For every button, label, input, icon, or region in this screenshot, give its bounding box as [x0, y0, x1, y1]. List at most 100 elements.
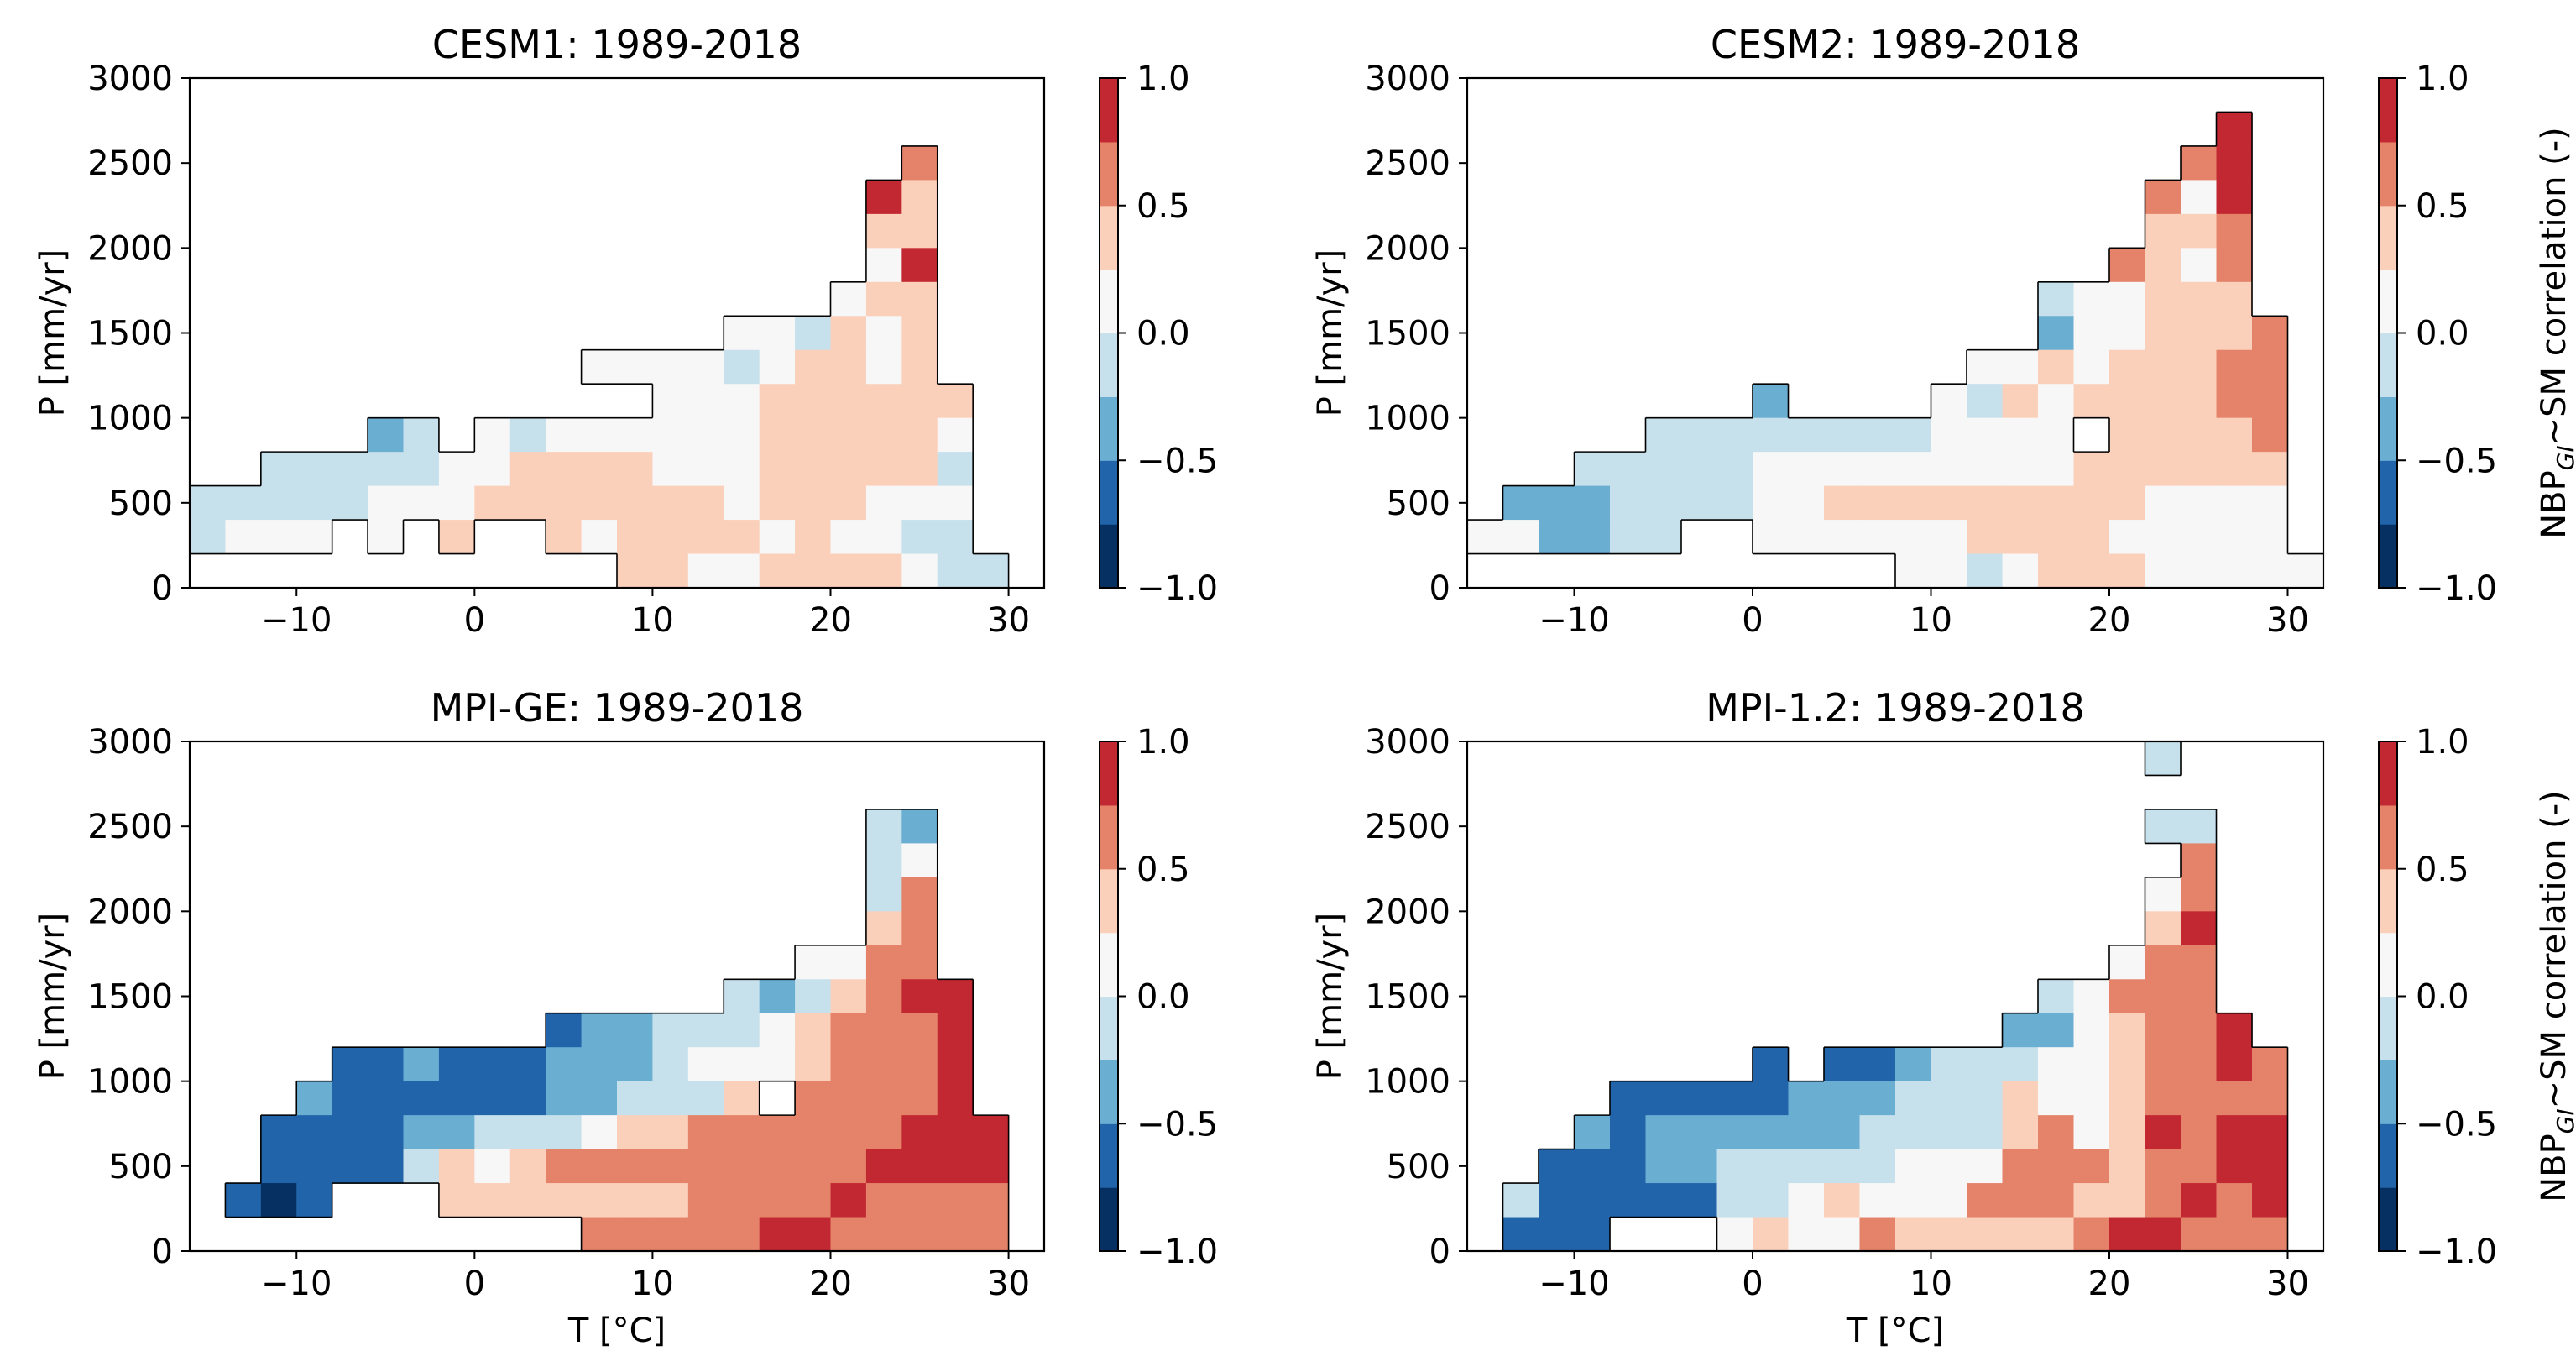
colorbar-tick-label: 0.0 [2416, 315, 2469, 353]
heatmap-cell [438, 520, 475, 555]
heatmap-cell [1788, 417, 1825, 453]
heatmap-cell [2002, 1081, 2039, 1116]
heatmap-cell [1895, 485, 1932, 521]
heatmap-cell [2145, 1183, 2182, 1218]
x-tick-label: 0 [1742, 601, 1763, 640]
heatmap-cell [1502, 1183, 1539, 1218]
heatmap-cell [2145, 1081, 2182, 1116]
heatmap-cell [368, 1149, 405, 1184]
heatmap-cell [901, 1047, 938, 1082]
heatmap-cell [687, 452, 724, 487]
heatmap-cell [509, 1115, 546, 1150]
heatmap-cell [581, 349, 618, 385]
heatmap-cell [901, 180, 938, 215]
heatmap-cell [724, 1217, 760, 1252]
heatmap-cell [830, 316, 867, 351]
heatmap-cell [1824, 1081, 1861, 1116]
heatmap-cell [865, 384, 902, 419]
heatmap-cell [2073, 1081, 2110, 1116]
heatmap-cell [1931, 1081, 1967, 1116]
heatmap-cell [687, 520, 724, 555]
heatmap-cell [2073, 349, 2110, 385]
heatmap-cell [368, 520, 405, 555]
y-tick-label: 0 [1429, 569, 1450, 608]
heatmap-cell [2145, 741, 2182, 777]
heatmap-cell [865, 979, 902, 1014]
y-tick-label: 2000 [1365, 229, 1450, 268]
heatmap-cell [2181, 417, 2218, 453]
y-tick-label: 1500 [1365, 315, 1450, 353]
y-tick-label: 3000 [1365, 60, 1450, 98]
y-tick-label: 1500 [87, 315, 173, 353]
heatmap-cell [865, 1081, 902, 1116]
heatmap-cell [901, 877, 938, 912]
heatmap-cell [1645, 1081, 1682, 1116]
x-tick-label: 30 [2266, 1265, 2309, 1303]
heatmap-cell [687, 349, 724, 385]
heatmap-cell [759, 1149, 796, 1184]
heatmap-cell [973, 1183, 1010, 1218]
x-tick-label: 30 [2266, 601, 2309, 640]
heatmap-cell [438, 452, 475, 487]
heatmap-cell [1931, 1047, 1967, 1082]
y-tick-label: 500 [109, 484, 173, 523]
heatmap-cell [1967, 485, 2004, 521]
heatmap-cell [2216, 281, 2253, 317]
heatmap-cell [830, 485, 867, 521]
colorbar-tick-label: 0.5 [2416, 187, 2469, 226]
heatmap-cell [1967, 349, 2004, 385]
heatmap-cell [2145, 945, 2182, 980]
heatmap-cell [2145, 877, 2182, 912]
heatmap-cell [2181, 877, 2218, 912]
heatmap-cell [474, 1047, 511, 1082]
heatmap-cell [937, 1217, 974, 1252]
heatmap-cell [2145, 1115, 2182, 1150]
colorbar-swatch [1100, 1060, 1118, 1124]
y-tick-label: 3000 [87, 60, 173, 98]
heatmap-cell [830, 979, 867, 1014]
heatmap-cell [2109, 248, 2146, 283]
heatmap-cell [901, 553, 938, 589]
heatmap-cell [687, 384, 724, 419]
heatmap-cell [1967, 1217, 2004, 1252]
heatmap-cell [2181, 1183, 2218, 1218]
heatmap-cell [2252, 485, 2289, 521]
heatmap-cell [1859, 1081, 1896, 1116]
colorbar-swatch [2379, 1060, 2397, 1124]
heatmap-cell [830, 1013, 867, 1048]
heatmap-cell [617, 520, 654, 555]
heatmap-cell [1788, 1115, 1825, 1150]
heatmap-cell [901, 349, 938, 385]
heatmap-cell [2002, 553, 2039, 589]
heatmap-cell [1824, 417, 1861, 453]
heatmap-cell [2002, 1047, 2039, 1082]
heatmap-cell [1574, 1217, 1611, 1252]
heatmap-cell [1716, 1081, 1753, 1116]
heatmap-cells [225, 809, 1010, 1252]
heatmap-cell [2252, 384, 2289, 419]
colorbar-swatch [1100, 1187, 1118, 1252]
heatmap-cell [759, 1115, 796, 1150]
heatmap-cell [795, 1217, 832, 1252]
colorbar-swatch [2379, 1123, 2397, 1188]
heatmap-cell [795, 316, 832, 351]
heatmap-cell [2216, 248, 2253, 283]
heatmap-cell [759, 485, 796, 521]
heatmap-cell [2181, 979, 2218, 1014]
heatmap-cell [1681, 1115, 1718, 1150]
heatmap-cell [2038, 1081, 2075, 1116]
heatmap-cell [2181, 809, 2218, 844]
heatmap-cell [759, 1217, 796, 1252]
y-tick-label: 1500 [1365, 978, 1450, 1017]
heatmap-cell [332, 1047, 368, 1082]
heatmap-cell [687, 553, 724, 589]
heatmap-cell [2252, 1217, 2289, 1252]
x-tick-label: 0 [464, 601, 485, 640]
heatmap-cell [1681, 452, 1718, 487]
heatmap-cell [438, 1183, 475, 1218]
heatmap-cell [617, 1115, 654, 1150]
heatmap-cell [724, 417, 760, 453]
heatmap-cell [2073, 281, 2110, 317]
heatmap-cell [190, 520, 227, 555]
heatmap-cell [652, 1183, 689, 1218]
